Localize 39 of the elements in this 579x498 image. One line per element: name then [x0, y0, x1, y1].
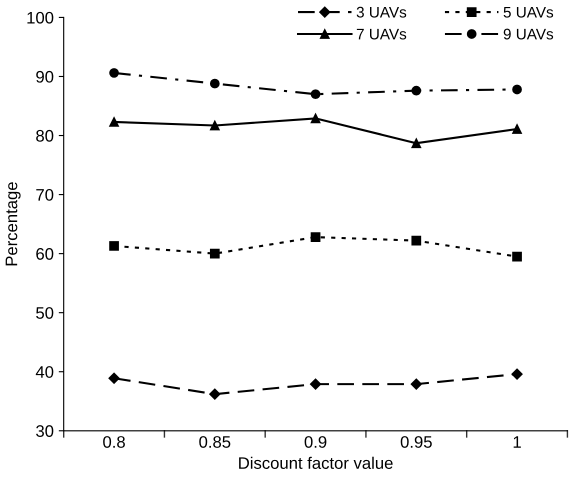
legend-label: 5 UAVs — [504, 6, 554, 18]
point — [410, 378, 422, 390]
point — [210, 248, 220, 258]
x-tick-label: 0.85 — [199, 436, 230, 448]
y-tick-label: 30 — [36, 425, 54, 437]
legend-label: 3 UAVs — [356, 6, 406, 18]
y-tick-label: 80 — [36, 130, 54, 142]
point — [512, 252, 522, 262]
point — [310, 232, 320, 242]
x-tick-label: 0.8 — [103, 436, 125, 448]
point — [512, 124, 522, 134]
x-tick-label: 0.9 — [304, 436, 326, 448]
point — [109, 117, 119, 127]
x-tick-label: 0.95 — [400, 436, 432, 448]
point — [210, 78, 220, 88]
point — [512, 84, 522, 94]
point — [210, 120, 220, 130]
point — [411, 138, 422, 148]
y-tick-label: 40 — [36, 366, 54, 378]
y-tick-label: 90 — [36, 70, 54, 83]
y-tick-label: 70 — [36, 188, 54, 201]
y-tick-label: 50 — [36, 307, 54, 319]
point — [108, 372, 120, 384]
point — [511, 368, 523, 380]
point — [411, 86, 422, 96]
x-tick-label: 1 — [514, 436, 521, 448]
y-tick-label: 60 — [36, 248, 54, 260]
y-tick-label: 100 — [27, 12, 54, 24]
point — [310, 378, 322, 390]
legend-label: 9 UAVs — [504, 28, 554, 40]
point — [109, 241, 119, 251]
point — [411, 236, 422, 246]
y-axis-title: Percentage — [6, 182, 21, 266]
x-axis-title: Discount factor value — [239, 456, 393, 469]
point — [209, 388, 220, 400]
point — [310, 114, 320, 124]
point — [310, 89, 320, 100]
legend-label: 7 UAVs — [356, 28, 406, 40]
point — [109, 68, 119, 78]
